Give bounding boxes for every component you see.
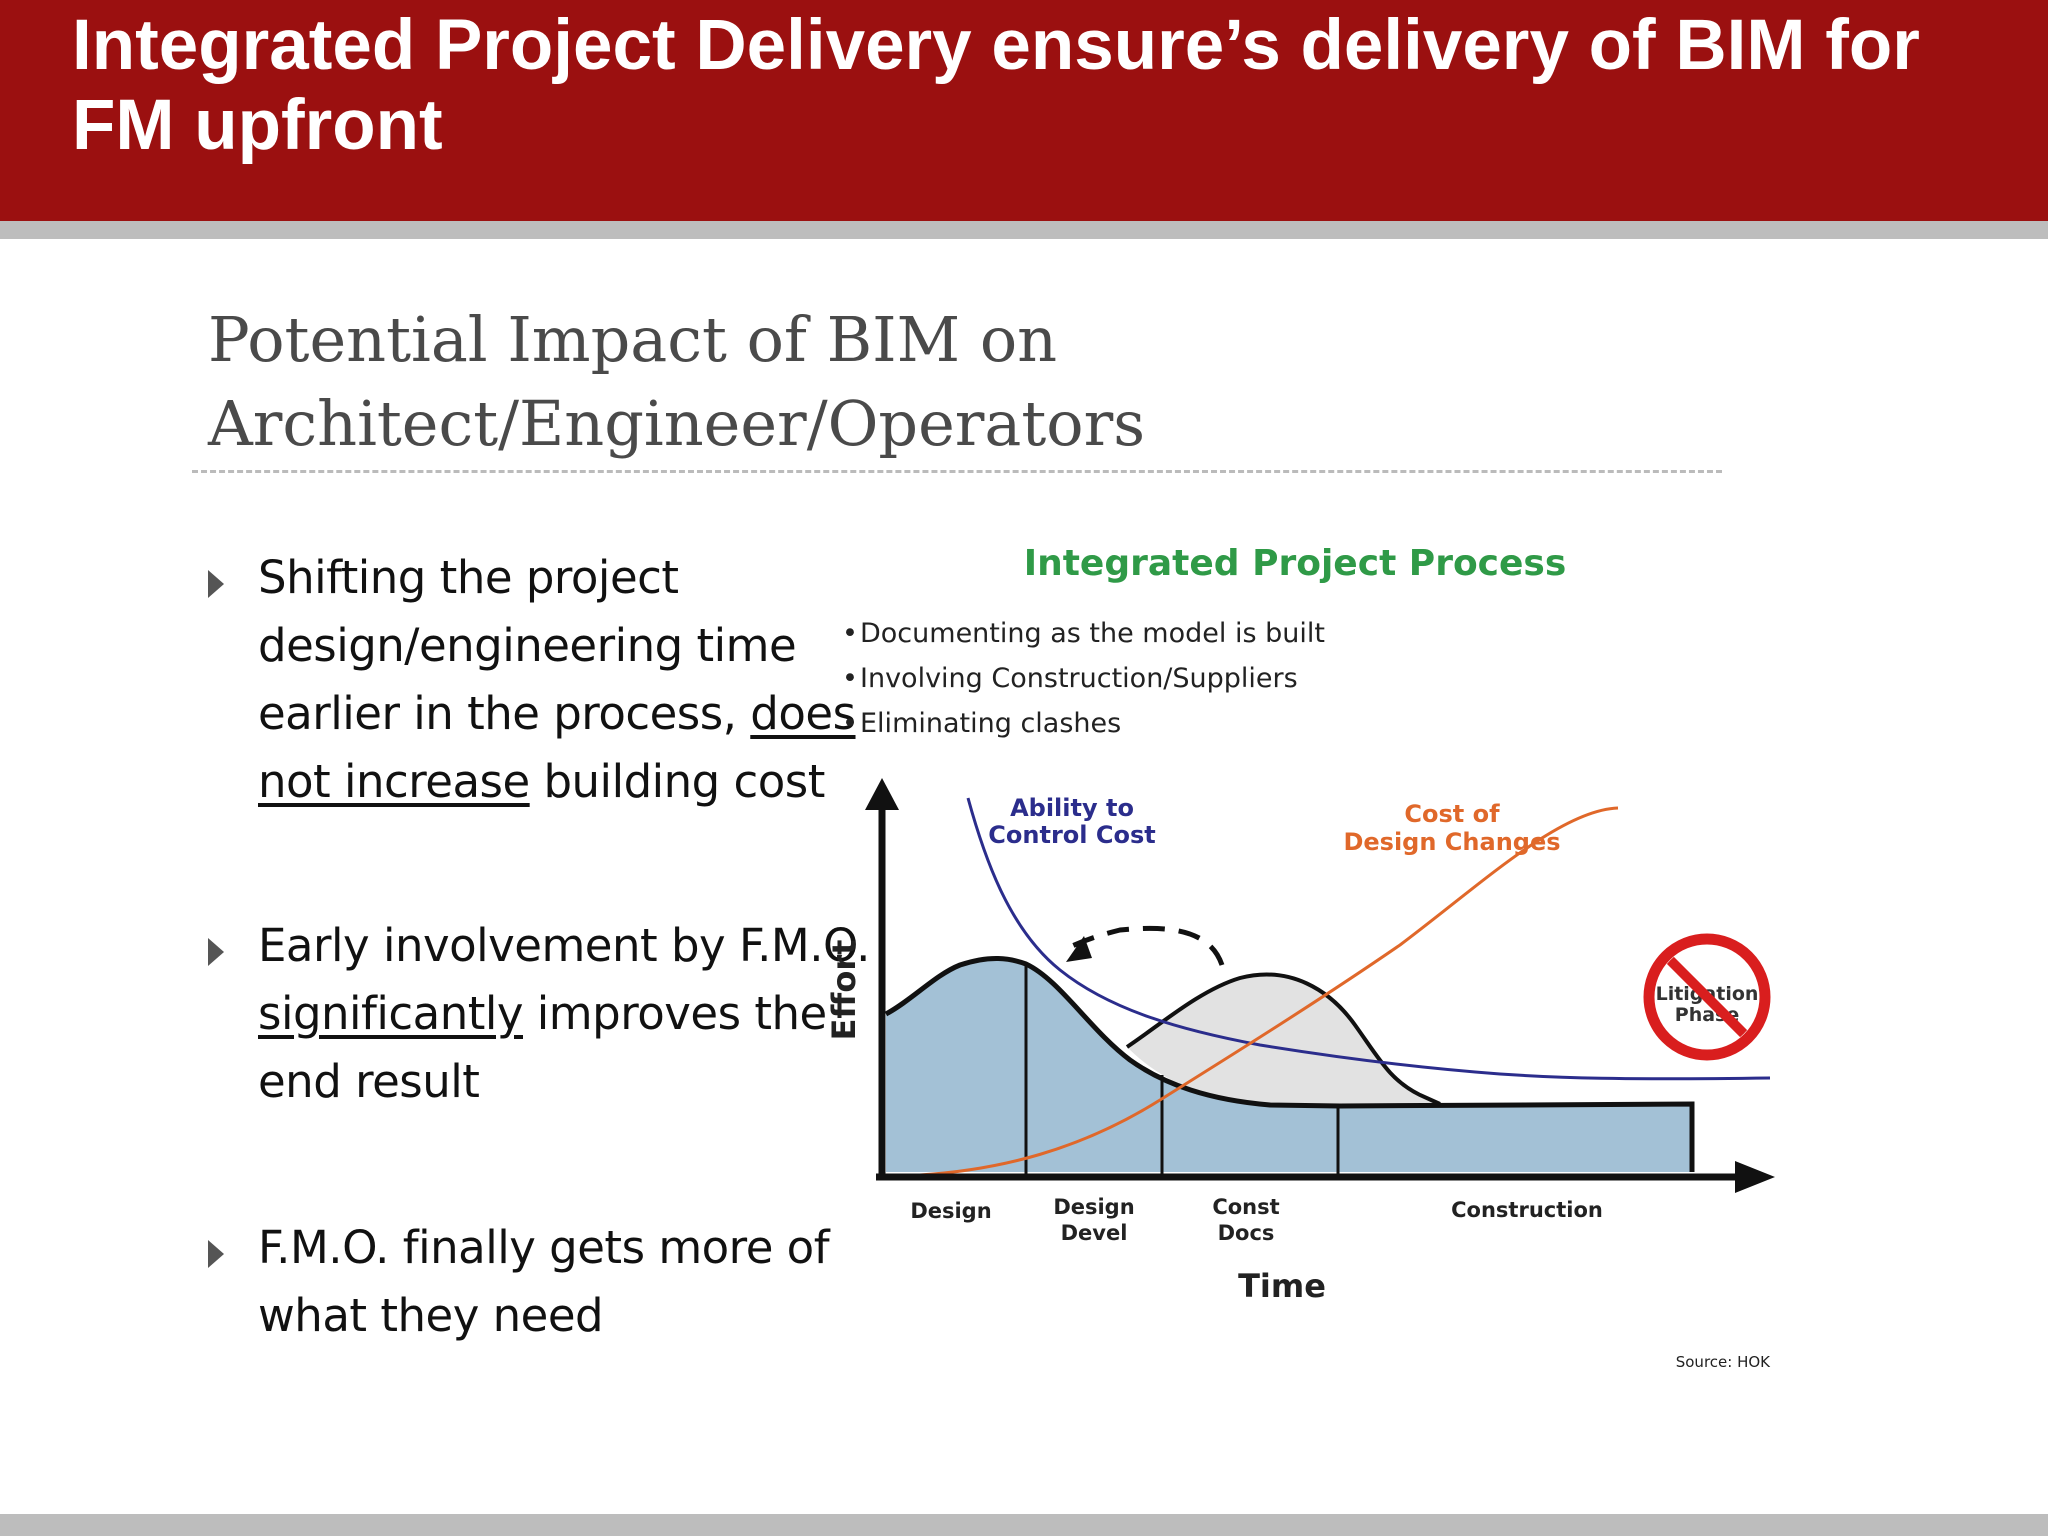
diagram-point-2: Involving Construction/Suppliers	[860, 663, 1298, 694]
prohibition-slash	[1663, 953, 1751, 1041]
phase-label-design-devel-1: Design	[1053, 1195, 1134, 1219]
no-litigation-phase-icon: Litigation Phase	[1643, 933, 1771, 1061]
slide-heading-line-2: Architect/Engineer/Operators	[208, 387, 1146, 460]
bullet-text-plain-end: building cost	[529, 755, 825, 808]
bullet-text-plain: F.M.O. finally gets more of what they ne…	[258, 1221, 830, 1342]
shifted-effort-curve	[1125, 972, 1441, 1106]
diagram-point-3: Eliminating clashes	[860, 708, 1121, 739]
phase-label-construction: Construction	[1451, 1198, 1603, 1222]
ability-label-line-2: Control Cost	[988, 821, 1155, 849]
design-effort-curve	[884, 955, 1695, 1172]
bullet-text-plain: Early involvement by F.M.O.	[258, 919, 870, 972]
bullet-text-plain-end: improves the end result	[258, 987, 827, 1108]
bullet-text: Shifting the project design/engineering …	[258, 544, 878, 816]
diagram-point-bullet: •	[842, 618, 858, 649]
cost-label-line-1: Cost of	[1404, 800, 1500, 828]
bullet-text: F.M.O. finally gets more of what they ne…	[258, 1214, 878, 1350]
shift-arrowhead-icon	[1066, 936, 1092, 962]
cost-label-line-2: Design Changes	[1343, 828, 1560, 856]
ability-to-control-cost-curve	[966, 797, 1771, 1081]
heading-divider	[192, 470, 1722, 473]
slide-heading: Potential Impact of BIM on Architect/Eng…	[208, 298, 1145, 466]
diagram-point-bullet: •	[842, 708, 858, 739]
phase-label-design-devel-2: Devel	[1061, 1221, 1128, 1245]
phase-label-const-docs-2: Docs	[1218, 1221, 1275, 1245]
y-axis-label: Effort	[825, 940, 863, 1041]
source-credit: Source: HOK	[1676, 1353, 1771, 1371]
diagram-point-1: Documenting as the model is built	[860, 618, 1325, 649]
bullet-text-plain: Shifting the project design/engineering …	[258, 551, 797, 740]
ability-label-line-1: Ability to	[1010, 794, 1134, 822]
x-axis-arrow-icon	[1735, 1161, 1775, 1193]
bullet-arrow-icon	[208, 1240, 224, 1268]
bullet-text-underlined: significantly	[258, 987, 524, 1040]
x-axis-label: Time	[1238, 1267, 1326, 1305]
design-effort-area	[886, 958, 1692, 1172]
banner-divider	[0, 221, 2048, 239]
y-axis-arrow-icon	[865, 778, 899, 810]
cost-of-design-changes-curve	[919, 806, 1619, 1177]
diagram-point-bullet: •	[842, 663, 858, 694]
bullet-text-underlined: does not increase	[258, 687, 856, 808]
bullet-arrow-icon	[208, 938, 224, 966]
phase-label-const-docs-1: Const	[1212, 1195, 1279, 1219]
slide-heading-line-1: Potential Impact of BIM on	[208, 303, 1058, 376]
bullet-text: Early involvement by F.M.O. significantl…	[258, 912, 878, 1116]
shift-dashed-arrow	[1068, 925, 1225, 966]
phase-label-design: Design	[910, 1199, 991, 1223]
footer-divider	[0, 1514, 2048, 1536]
title-banner: Integrated Project Delivery ensure’s del…	[0, 0, 2048, 221]
diagram-title: Integrated Project Process	[1024, 543, 1567, 584]
bullet-arrow-icon	[208, 570, 224, 598]
banner-title: Integrated Project Delivery ensure’s del…	[72, 6, 1920, 165]
